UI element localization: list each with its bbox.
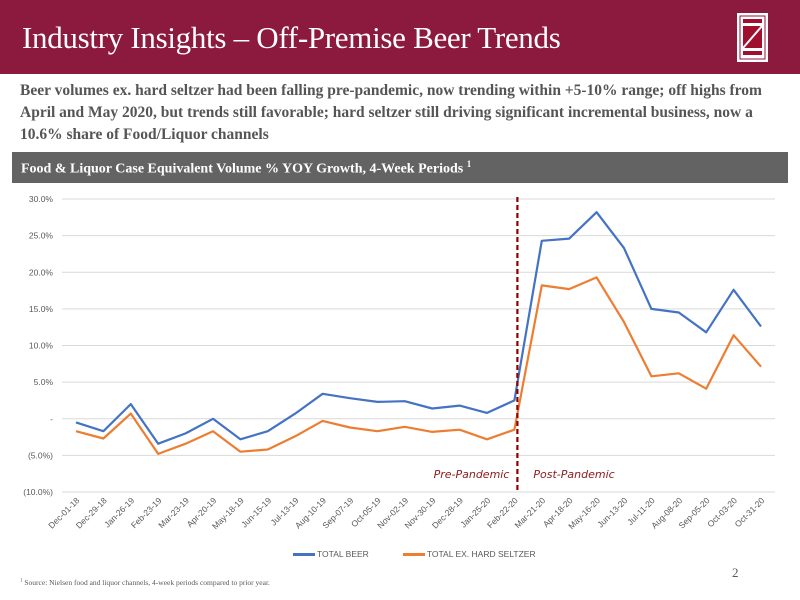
chart-title-band: Food & Liquor Case Equivalent Volume % Y… [12, 152, 788, 183]
post-pandemic-label: Post-Pandemic [533, 468, 614, 481]
x-tick-label: Jun-13-20 [595, 495, 629, 529]
footnote-marker: 1 [20, 578, 23, 584]
x-tick-label: Jun-15-19 [239, 495, 273, 529]
footnote: 1 Source: Nielsen food and liquor channe… [20, 578, 270, 587]
legend-swatch-total-ex-hard-seltzer [402, 552, 425, 556]
y-tick-label: (5.0%) [28, 450, 53, 460]
x-tick-label: Oct-31-20 [733, 495, 767, 529]
y-tick-label: 5.0% [34, 377, 54, 387]
y-tick-label: 20.0% [29, 267, 54, 277]
y-tick-label: (10.0%) [23, 487, 53, 497]
y-tick-label: - [50, 414, 53, 424]
page-number: 2 [732, 565, 739, 580]
line-chart: 30.0% 25.0% 20.0% 15.0% 10.0% 5.0% - (5.0%) (10.… [23, 194, 775, 531]
legend-swatch-total-beer [293, 552, 315, 556]
lead-summary: Beer volumes ex. hard seltzer had been f… [20, 82, 762, 143]
chart-legend: TOTAL BEER TOTAL EX. HARD SELTZER [293, 549, 570, 559]
legend-label-total-beer: TOTAL BEER [317, 549, 369, 559]
footnote-text: Source: Nielsen food and liquor channels… [24, 578, 270, 587]
z-logo-icon [737, 13, 768, 62]
chart-title-footnote-marker: 1 [466, 159, 472, 169]
series-line-total-ex-hard-seltzer [75, 276, 762, 455]
legend-item-total-ex-hard-seltzer: TOTAL EX. HARD SELTZER [402, 549, 536, 559]
series-line-total-beer [75, 211, 762, 445]
page-title: Industry Insights – Off-Premise Beer Tre… [22, 20, 561, 55]
y-tick-label: 10.0% [29, 341, 54, 351]
chart-title: Food & Liquor Case Equivalent Volume % Y… [21, 159, 471, 178]
legend-item-total-beer: TOTAL BEER [293, 549, 369, 559]
header-bar: Industry Insights – Off-Premise Beer Tre… [0, 0, 800, 74]
y-tick-label: 30.0% [29, 194, 54, 204]
pre-pandemic-label: Pre-Pandemic [434, 468, 510, 481]
chart-title-text: Food & Liquor Case Equivalent Volume % Y… [21, 161, 464, 177]
y-tick-label: 15.0% [29, 304, 54, 314]
legend-label-total-ex-hard-seltzer: TOTAL EX. HARD SELTZER [426, 549, 536, 559]
y-tick-label: 25.0% [29, 231, 54, 241]
